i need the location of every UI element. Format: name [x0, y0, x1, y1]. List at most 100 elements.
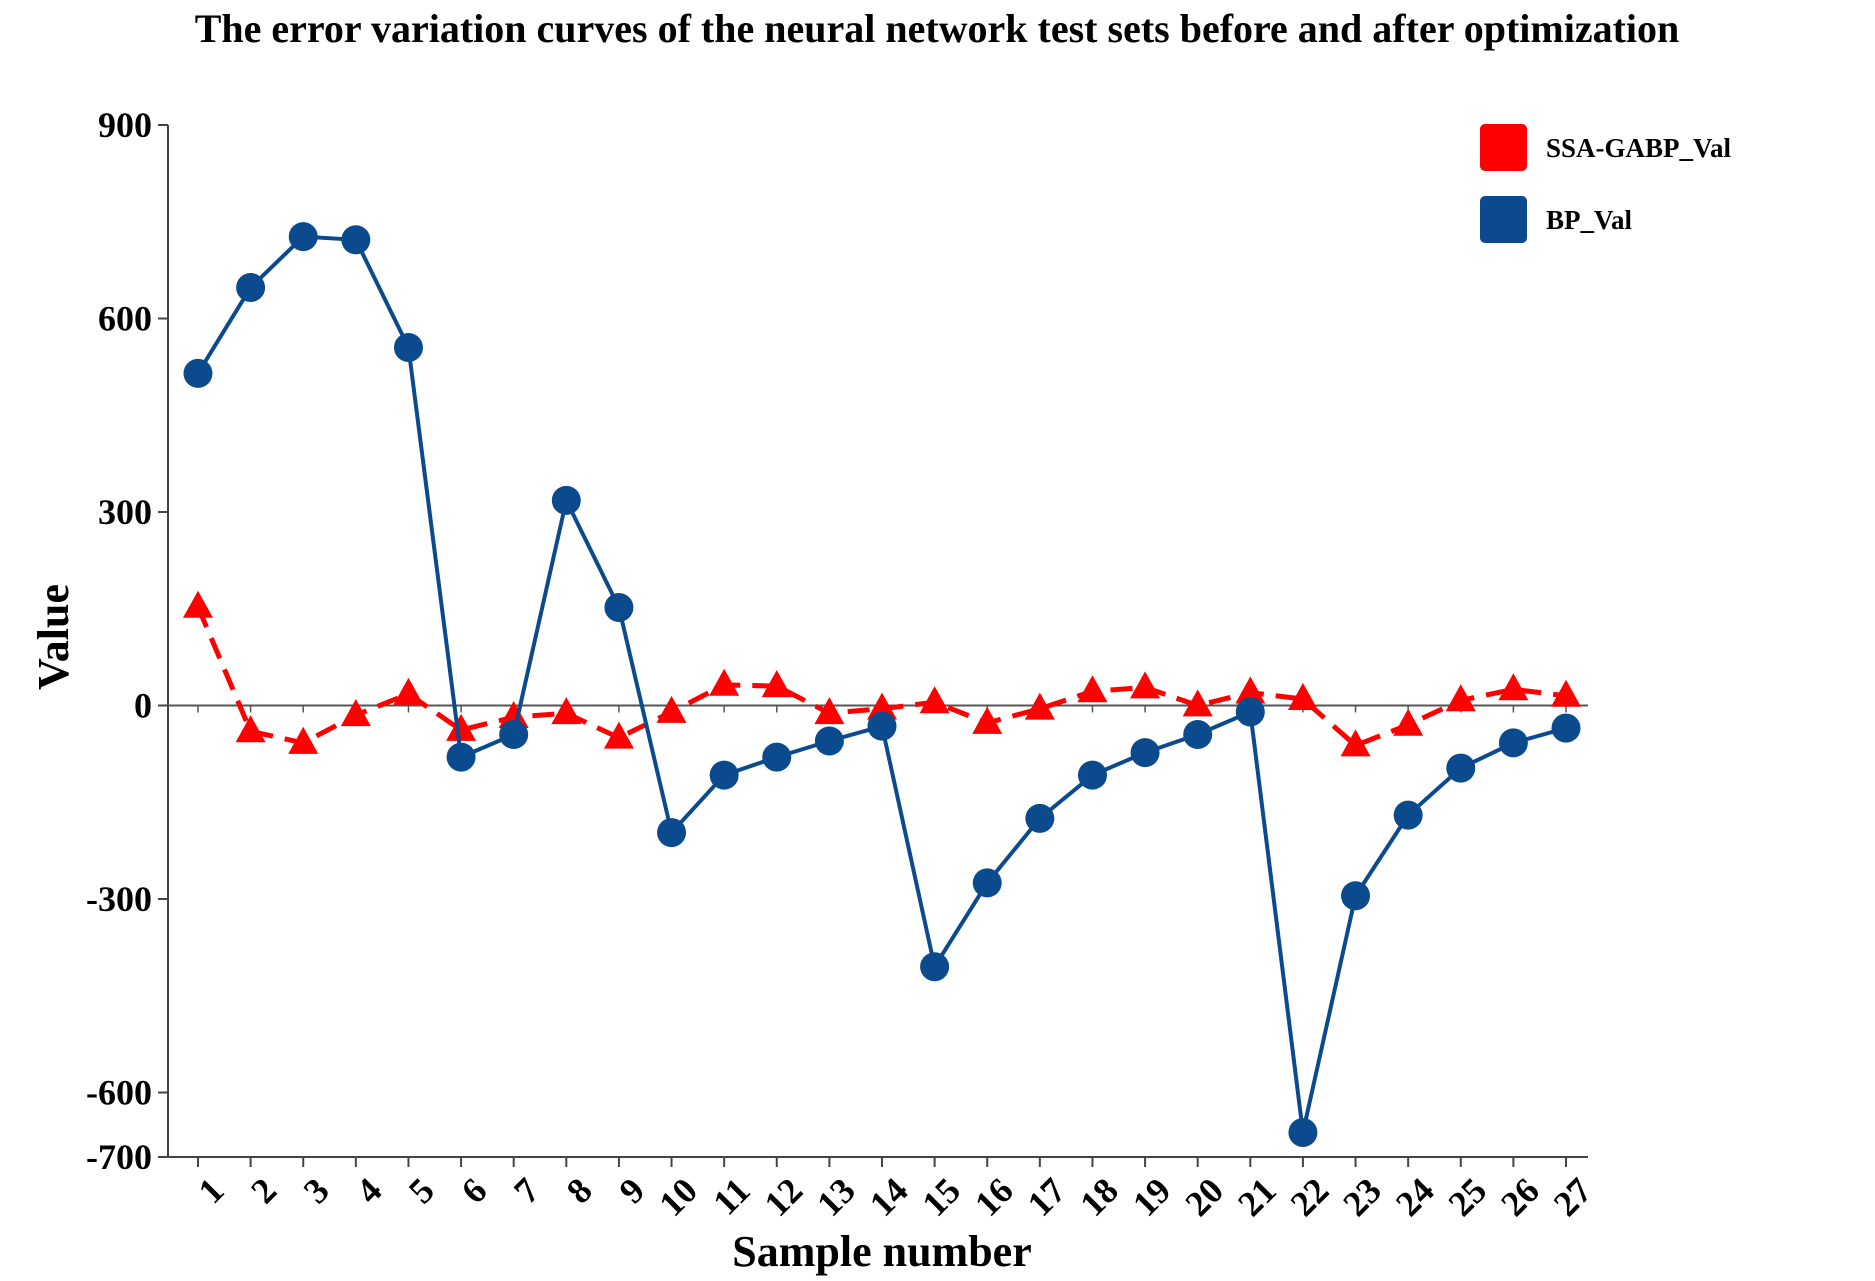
point-bp-val [814, 726, 844, 756]
y-tick-label: 300 [98, 492, 152, 532]
x-tick-label: 9 [611, 1170, 652, 1211]
x-tick-label: 7 [506, 1170, 547, 1211]
point-ssa-gabp-val [1235, 676, 1266, 704]
point-bp-val [1077, 760, 1107, 790]
y-tick-label: -700 [86, 1137, 152, 1177]
x-tick-label: 4 [348, 1170, 389, 1211]
point-ssa-gabp-val [603, 721, 634, 749]
point-bp-val [1393, 800, 1423, 830]
point-bp-val [236, 273, 266, 303]
x-tick-label: 3 [296, 1170, 337, 1211]
point-ssa-gabp-val [1340, 729, 1371, 757]
point-bp-val [393, 333, 423, 363]
point-bp-val [1235, 697, 1265, 727]
x-tick-label: 5 [401, 1170, 442, 1211]
x-tick-label: 12 [757, 1170, 811, 1224]
x-tick-label: 16 [967, 1170, 1021, 1224]
x-tick-label: 8 [559, 1170, 600, 1211]
x-tick-label: 24 [1388, 1170, 1442, 1224]
point-bp-val [867, 711, 897, 741]
point-ssa-gabp-val [867, 692, 897, 720]
legend: SSA-GABP_Val BP_Val [1480, 124, 1732, 243]
x-axis-title: Sample number [732, 1227, 1031, 1276]
point-ssa-gabp-val [709, 668, 740, 696]
point-bp-val [1446, 753, 1476, 783]
point-bp-val [1183, 720, 1213, 750]
x-tick-label: 18 [1072, 1170, 1126, 1224]
point-ssa-gabp-val [1024, 692, 1055, 720]
point-ssa-gabp-val [446, 713, 477, 741]
x-tick-label: 1 [190, 1170, 231, 1211]
point-ssa-gabp-val [1077, 675, 1108, 703]
point-bp-val [499, 720, 529, 750]
point-bp-val [972, 868, 1002, 898]
point-ssa-gabp-val [393, 677, 424, 705]
y-axis-title: Value [29, 584, 78, 690]
chart-title: The error variation curves of the neural… [195, 6, 1680, 51]
x-tick-label: 27 [1546, 1170, 1600, 1224]
x-tick-label: 20 [1177, 1170, 1231, 1224]
legend-swatch-bp-val [1480, 196, 1527, 243]
x-tick-label: 2 [243, 1170, 284, 1211]
x-tick-label: 26 [1493, 1170, 1547, 1224]
point-ssa-gabp-val [1182, 689, 1213, 717]
point-bp-val [183, 358, 213, 388]
point-ssa-gabp-val [656, 695, 687, 723]
point-bp-val [1341, 881, 1371, 911]
x-tick-label: 23 [1335, 1170, 1389, 1224]
x-tick-label: 15 [914, 1170, 968, 1224]
point-bp-val [920, 952, 950, 982]
point-ssa-gabp-val [288, 726, 319, 754]
point-ssa-gabp-val [972, 706, 1003, 734]
point-bp-val [551, 485, 581, 515]
legend-label-ssa-gabp-val: SSA-GABP_Val [1546, 133, 1732, 163]
y-tick-label: -600 [86, 1073, 152, 1113]
point-ssa-gabp-val [1287, 682, 1318, 710]
point-ssa-gabp-val [183, 590, 213, 618]
point-ssa-gabp-val [1498, 673, 1529, 701]
x-tick-label: 10 [651, 1170, 705, 1224]
point-bp-val [1498, 728, 1528, 758]
point-ssa-gabp-val [761, 670, 792, 698]
point-bp-val [657, 818, 687, 848]
y-tick-label: -300 [86, 879, 152, 919]
x-tick-label: 22 [1283, 1170, 1337, 1224]
series-layer [183, 222, 1581, 1147]
x-tick-label: 17 [1020, 1170, 1074, 1224]
point-ssa-gabp-val [235, 715, 266, 743]
point-ssa-gabp-val [1551, 679, 1581, 707]
x-tick-label: 21 [1230, 1170, 1284, 1224]
x-tick-label: 14 [862, 1170, 916, 1224]
point-bp-val [709, 760, 739, 790]
point-bp-val [604, 592, 634, 622]
legend-label-bp-val: BP_Val [1546, 205, 1633, 235]
x-tick-label: 11 [705, 1170, 757, 1222]
point-bp-val [1551, 713, 1581, 743]
legend-swatch-ssa-gabp-val [1480, 124, 1527, 171]
point-bp-val [1288, 1117, 1318, 1147]
y-tick-label: 900 [98, 105, 152, 145]
point-ssa-gabp-val [919, 686, 950, 714]
x-tick-label: 25 [1441, 1170, 1495, 1224]
point-bp-val [1025, 803, 1055, 833]
point-ssa-gabp-val [551, 697, 582, 725]
y-tick-label: 0 [134, 686, 152, 726]
point-ssa-gabp-val [498, 700, 529, 729]
point-ssa-gabp-val [1445, 684, 1476, 712]
series-line-bp-val [196, 234, 1567, 1135]
point-ssa-gabp-val [1393, 708, 1424, 736]
y-tick-label: 600 [98, 299, 152, 339]
point-bp-val [341, 225, 371, 255]
point-ssa-gabp-val [1130, 671, 1161, 699]
point-bp-val [446, 742, 476, 772]
x-tick-label: 19 [1125, 1170, 1179, 1224]
point-bp-val [288, 222, 318, 252]
point-bp-val [762, 742, 792, 772]
point-ssa-gabp-val [814, 697, 845, 725]
point-bp-val [1130, 738, 1160, 768]
x-tick-label: 6 [454, 1170, 495, 1211]
point-ssa-gabp-val [340, 699, 371, 727]
x-tick-label: 13 [809, 1170, 863, 1224]
